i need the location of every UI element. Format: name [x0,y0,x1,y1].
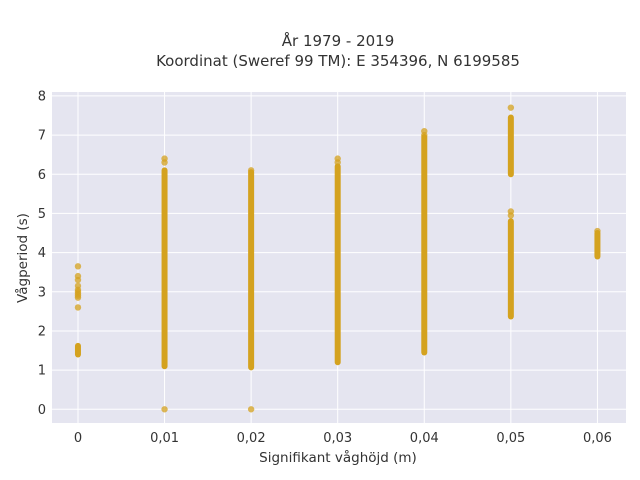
y-axis-ticks: 0 1 2 3 4 5 6 7 8 [38,89,46,417]
x-tick-label: 0,01 [150,431,179,446]
y-axis-label: Vågperiod (s) [14,213,31,303]
y-tick-label: 4 [38,246,46,261]
chart-title-line-2: Koordinat (Sweref 99 TM): E 354396, N 61… [156,52,520,70]
x-tick-label: 0,05 [496,431,525,446]
data-point [247,406,255,413]
x-axis-ticks: 0 0,01 0,02 0,03 0,04 0,05 0,06 [74,431,612,446]
data-point [507,104,515,111]
x-tick-label: 0,03 [323,431,352,446]
data-point [594,227,601,235]
data-point [507,212,515,219]
data-point [74,276,82,284]
data-point [161,406,168,413]
x-tick-label: 0,02 [237,431,266,446]
data-point [421,131,428,139]
y-tick-label: 0 [38,403,46,418]
data-point [161,159,168,166]
x-tick-label: 0,06 [583,431,612,446]
y-tick-label: 3 [38,285,46,300]
x-axis-label: Signifikant våghöjd (m) [259,449,417,466]
y-tick-label: 1 [38,364,46,379]
y-tick-label: 2 [38,324,46,339]
data-point [74,304,82,311]
data-points [74,104,601,413]
data-point [74,294,82,301]
data-point [247,167,255,174]
y-tick-label: 8 [38,89,46,104]
y-tick-label: 7 [38,129,46,144]
data-point [334,159,341,166]
x-tick-label: 0 [74,431,82,446]
chart-title-line-1: År 1979 - 2019 [282,31,395,50]
x-tick-label: 0,04 [410,431,439,446]
y-tick-label: 6 [38,168,46,183]
data-point [74,263,82,270]
y-tick-label: 5 [38,207,46,222]
